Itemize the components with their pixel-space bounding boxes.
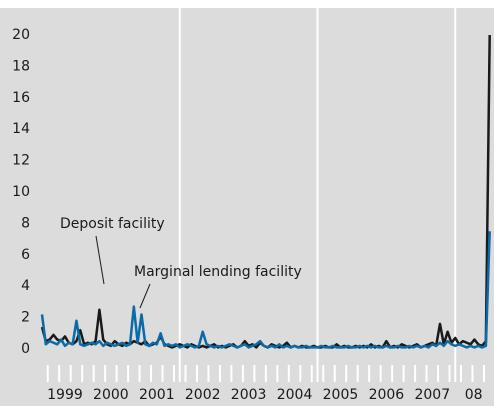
y-tick-label: 10 [12, 184, 30, 200]
y-tick-label: 18 [12, 58, 30, 74]
x-tick-label: 08 [465, 387, 483, 403]
y-tick-label: 6 [21, 247, 30, 263]
annotation: Deposit facility [60, 216, 165, 232]
x-tick-label: 2006 [369, 387, 405, 403]
line-series [40, 231, 491, 349]
y-tick-label: 8 [21, 215, 30, 231]
x-tick-label: 2007 [414, 387, 450, 403]
y-tick-label: 12 [12, 153, 30, 169]
x-tick-label: 2003 [231, 387, 267, 403]
x-tick-label: 2005 [323, 387, 359, 403]
y-tick-label: 14 [12, 121, 30, 137]
x-tick-label: 2001 [139, 387, 175, 403]
y-tick-label: 0 [21, 341, 30, 357]
annotation-leader [139, 283, 151, 309]
x-tick-label: 2000 [93, 387, 129, 403]
x-tick-label: 2004 [277, 387, 313, 403]
y-tick-label: 2 [21, 310, 30, 326]
y-tick-label: 16 [12, 90, 30, 106]
y-tick-label: 4 [21, 278, 30, 294]
annotation-leader [95, 235, 105, 285]
x-tick-label: 2002 [185, 387, 221, 403]
y-tick-label: 20 [12, 27, 30, 43]
annotation: Marginal lending facility [134, 264, 302, 280]
x-tick-label: 1999 [47, 387, 83, 403]
